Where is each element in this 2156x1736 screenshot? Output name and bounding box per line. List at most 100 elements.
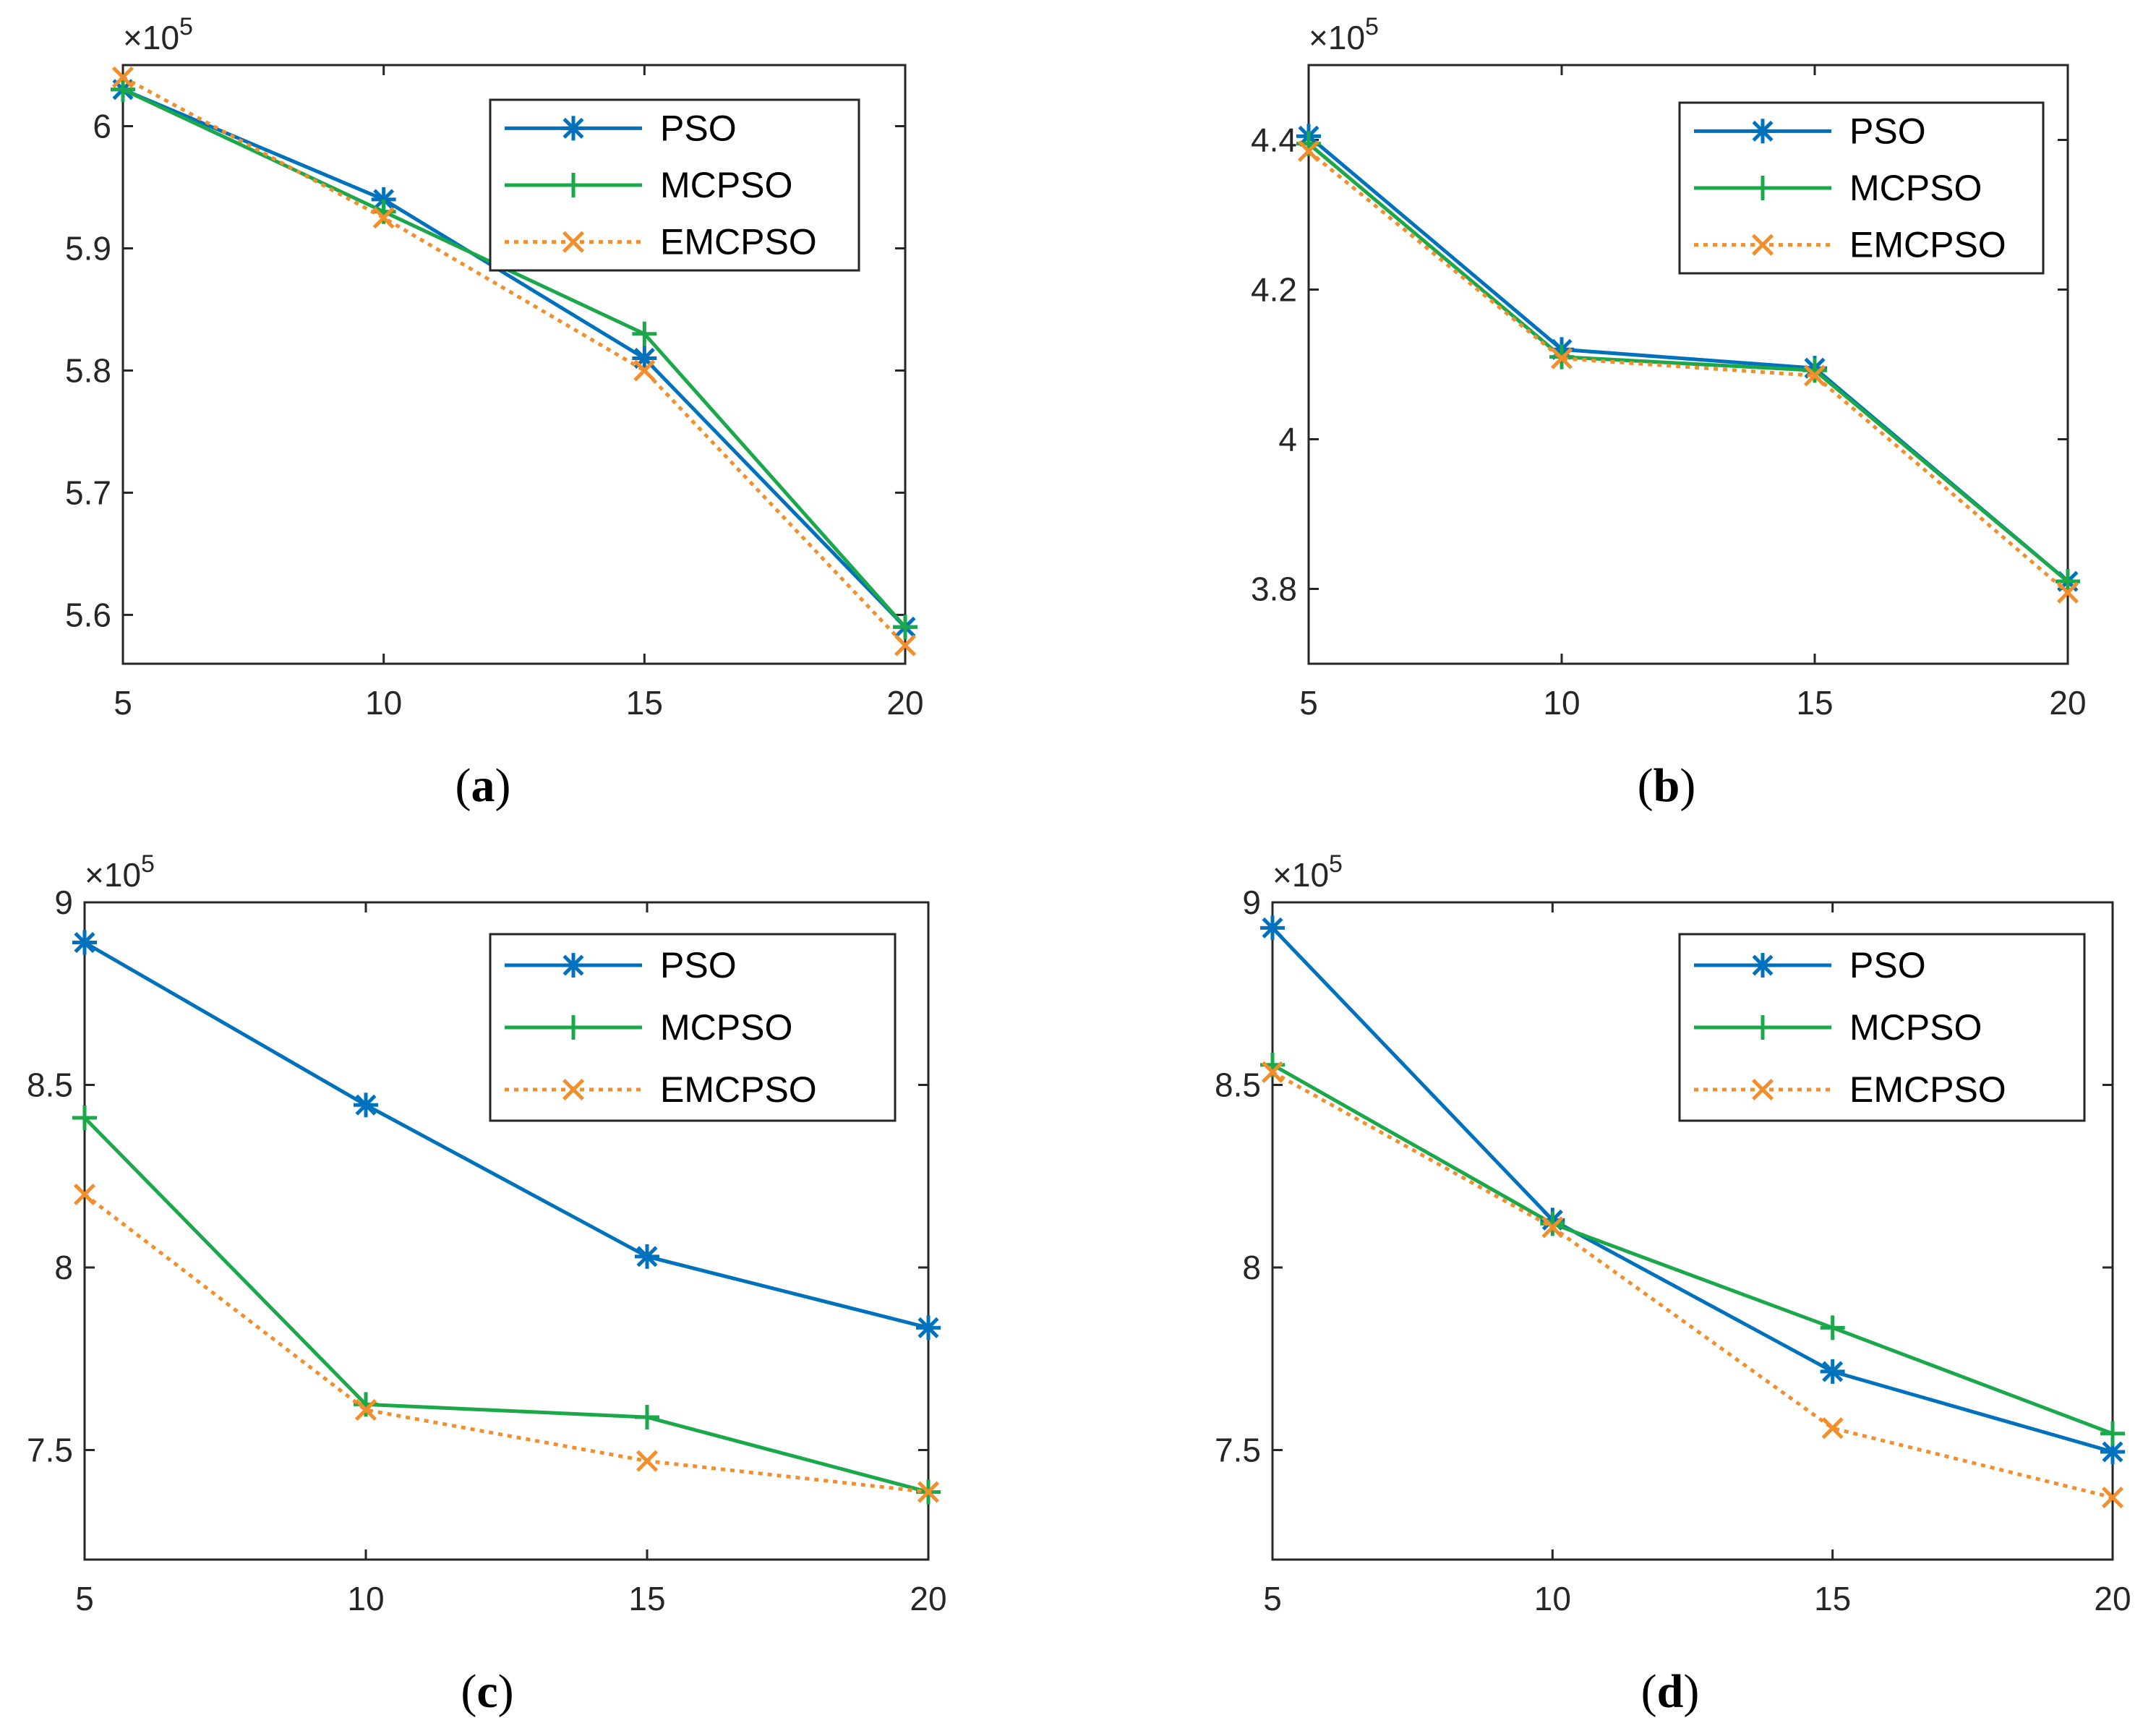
legend-label-pso: PSO: [1849, 945, 1926, 985]
data-point-emcpso: [354, 1398, 377, 1421]
series-pso: [72, 930, 941, 1341]
series-line-emcpso: [1271, 1070, 2113, 1500]
legend-label-mcpso: MCPSO: [660, 165, 792, 205]
data-point-emcpso: [1821, 1417, 1844, 1440]
caption-open: (: [455, 759, 471, 812]
data-point-mcpso: [2100, 1421, 2125, 1446]
data-point-pso: [1820, 1359, 1845, 1384]
legend-label-emcpso: EMCPSO: [1849, 225, 2006, 265]
x-tick-label: 15: [628, 1580, 665, 1617]
y-tick-label: 5.7: [65, 474, 111, 511]
y-tick-label: 5.9: [65, 229, 111, 267]
legend-label-emcpso: EMCPSO: [660, 222, 817, 262]
exponent-base: ×10: [123, 19, 179, 56]
data-point-pso: [72, 930, 97, 955]
exponent-power: 5: [179, 13, 193, 40]
caption-close: ): [1683, 1665, 1699, 1718]
legend-marker-emcpso: [1751, 234, 1774, 256]
legend-marker-pso: [1750, 953, 1775, 978]
y-tick-label: 6: [93, 107, 111, 145]
x-tick-label: 5: [1299, 684, 1318, 722]
data-point-mcpso: [1820, 1315, 1845, 1341]
panel-caption: (b): [1638, 759, 1696, 812]
legend: PSO MCPSO EMCPSO: [489, 933, 897, 1122]
x-tick-label: 15: [626, 684, 663, 722]
data-point-mcpso: [635, 1405, 659, 1430]
legend-label-mcpso: MCPSO: [660, 1007, 792, 1048]
data-point-mcpso: [893, 615, 917, 640]
legend-label-pso: PSO: [660, 945, 737, 985]
legend-label-mcpso: MCPSO: [1849, 168, 1982, 208]
caption-open: (: [1638, 759, 1654, 812]
data-point-pso: [354, 1093, 378, 1118]
series-line-mcpso: [121, 87, 907, 628]
y-tick-label: 5.6: [65, 596, 111, 633]
x-tick-label: 10: [365, 684, 402, 722]
y-tick-label: 7.5: [27, 1432, 73, 1469]
series-line-pso: [83, 941, 929, 1330]
x-tick-label: 10: [1543, 684, 1580, 722]
exponent-power: 5: [141, 850, 155, 878]
x-tick-label: 15: [1814, 1580, 1851, 1617]
series-line-emcpso: [83, 1193, 929, 1495]
x-tick-label: 5: [114, 684, 132, 722]
x-tick-label: 20: [2094, 1580, 2131, 1617]
series-emcpso: [1297, 140, 2079, 604]
exponent-base: ×10: [85, 856, 141, 894]
data-point-pso: [632, 346, 657, 371]
legend: PSO MCPSO EMCPSO: [1678, 101, 2045, 275]
x-tick-label: 5: [1263, 1580, 1282, 1617]
data-point-emcpso: [917, 1481, 940, 1503]
chart-panel-a: 5 10 15 205.65.75.85.96×105PSOMCPSOEMCPSO(a…: [65, 13, 924, 812]
legend-label-pso: PSO: [1849, 111, 1926, 151]
x-tick-label: 20: [2049, 684, 2086, 722]
series-line-pso: [122, 87, 907, 629]
legend-marker-emcpso: [562, 231, 585, 253]
axis-exponent: ×105: [1272, 850, 1343, 894]
data-point-pso: [635, 1244, 659, 1269]
exponent-power: 5: [1365, 13, 1379, 40]
y-tick-label: 9: [54, 884, 73, 921]
legend-marker-mcpso: [561, 1015, 586, 1040]
series-line-pso: [1271, 926, 2113, 1454]
series-emcpso: [111, 66, 917, 657]
exponent-base: ×10: [1272, 856, 1329, 894]
series-line-emcpso: [1307, 150, 2069, 594]
legend-marker-pso: [561, 116, 586, 141]
x-tick-label: 20: [886, 684, 923, 722]
y-tick-label: 8.5: [1215, 1066, 1261, 1104]
data-point-pso: [916, 1315, 941, 1341]
legend-marker-pso: [1750, 119, 1775, 144]
data-point-emcpso: [2056, 581, 2079, 604]
data-point-emcpso: [894, 634, 917, 657]
legend-label-emcpso: EMCPSO: [660, 1069, 817, 1110]
caption-letter: c: [476, 1665, 497, 1718]
y-tick-label: 5.8: [65, 351, 111, 389]
y-tick-label: 3.8: [1251, 570, 1297, 608]
y-tick-label: 4.2: [1251, 271, 1297, 309]
y-tick-label: 9: [1242, 884, 1261, 921]
data-point-emcpso: [1803, 364, 1826, 387]
data-point-mcpso: [354, 1392, 378, 1417]
caption-open: (: [461, 1665, 476, 1718]
data-point-emcpso: [1261, 1061, 1284, 1083]
legend-marker-mcpso: [1750, 176, 1775, 200]
y-tick-label: 8: [1242, 1249, 1261, 1286]
y-tick-label: 4: [1278, 421, 1297, 458]
x-tick-label: 10: [347, 1580, 384, 1617]
panel-caption: (c): [461, 1665, 513, 1718]
data-point-emcpso: [111, 66, 134, 88]
data-point-pso: [1260, 915, 1285, 941]
caption-letter: a: [471, 759, 495, 812]
x-tick-label: 15: [1796, 684, 1833, 722]
data-point-mcpso: [111, 77, 135, 102]
legend-label-mcpso: MCPSO: [1849, 1007, 1982, 1048]
legend-marker-mcpso: [1750, 1015, 1775, 1040]
legend-label-emcpso: EMCPSO: [1849, 1069, 2006, 1110]
caption-close: ): [498, 1665, 514, 1718]
legend-marker-pso: [561, 953, 586, 978]
